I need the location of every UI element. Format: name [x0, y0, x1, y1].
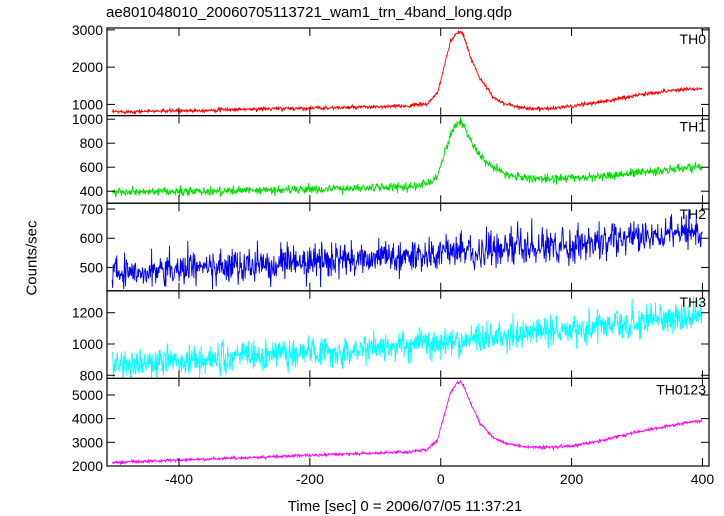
y-tick-label-th2: 500: [80, 259, 104, 275]
panel-label-th3: TH3: [680, 294, 707, 310]
y-tick-label-th2: 600: [80, 230, 104, 246]
y-tick-label-th3: 1200: [72, 305, 103, 321]
x-tick-label: -200: [296, 471, 324, 487]
y-tick-label-th3: 800: [80, 367, 104, 383]
panel-label-th0: TH0: [680, 31, 707, 47]
y-tick-label-th0: 1000: [72, 96, 103, 112]
y-tick-label-th3: 1000: [72, 336, 103, 352]
panel-frame-th0123: [106, 377, 710, 467]
chart-title: ae801048010_20060705113721_wam1_trn_4ban…: [106, 4, 512, 21]
y-tick-label-th1: 600: [80, 159, 104, 175]
x-axis-label: Time [sec] 0 = 2006/07/05 11:37:21: [287, 498, 523, 515]
y-tick-label-th0123: 4000: [72, 411, 103, 427]
x-tick-label: 0: [437, 471, 445, 487]
y-tick-label-th0: 2000: [72, 59, 103, 75]
series-line-th2: [111, 208, 703, 290]
x-tick-label: 400: [691, 471, 715, 487]
y-tick-label-th0123: 5000: [72, 387, 103, 403]
x-tick-label: -400: [165, 471, 193, 487]
panel-frame-th0: [106, 27, 710, 117]
panel-label-th1: TH1: [680, 119, 707, 135]
y-tick-label-th1: 800: [80, 135, 104, 151]
series-line-th0: [111, 30, 703, 115]
y-tick-label-th0123: 2000: [72, 458, 103, 474]
series-line-th1: [112, 117, 703, 198]
y-tick-label-th1: 400: [80, 183, 104, 199]
y-tick-label-th2: 700: [80, 201, 104, 217]
y-tick-label-th1: 1000: [72, 111, 103, 127]
panel-label-th0123: TH0123: [656, 381, 706, 397]
x-tick-label: 200: [560, 471, 584, 487]
y-tick-label-th0: 3000: [72, 22, 103, 38]
series-line-th0123: [111, 379, 703, 466]
series-line-th3: [111, 296, 703, 379]
panel-label-th2: TH2: [680, 206, 707, 222]
y-tick-label-th0123: 3000: [72, 434, 103, 450]
